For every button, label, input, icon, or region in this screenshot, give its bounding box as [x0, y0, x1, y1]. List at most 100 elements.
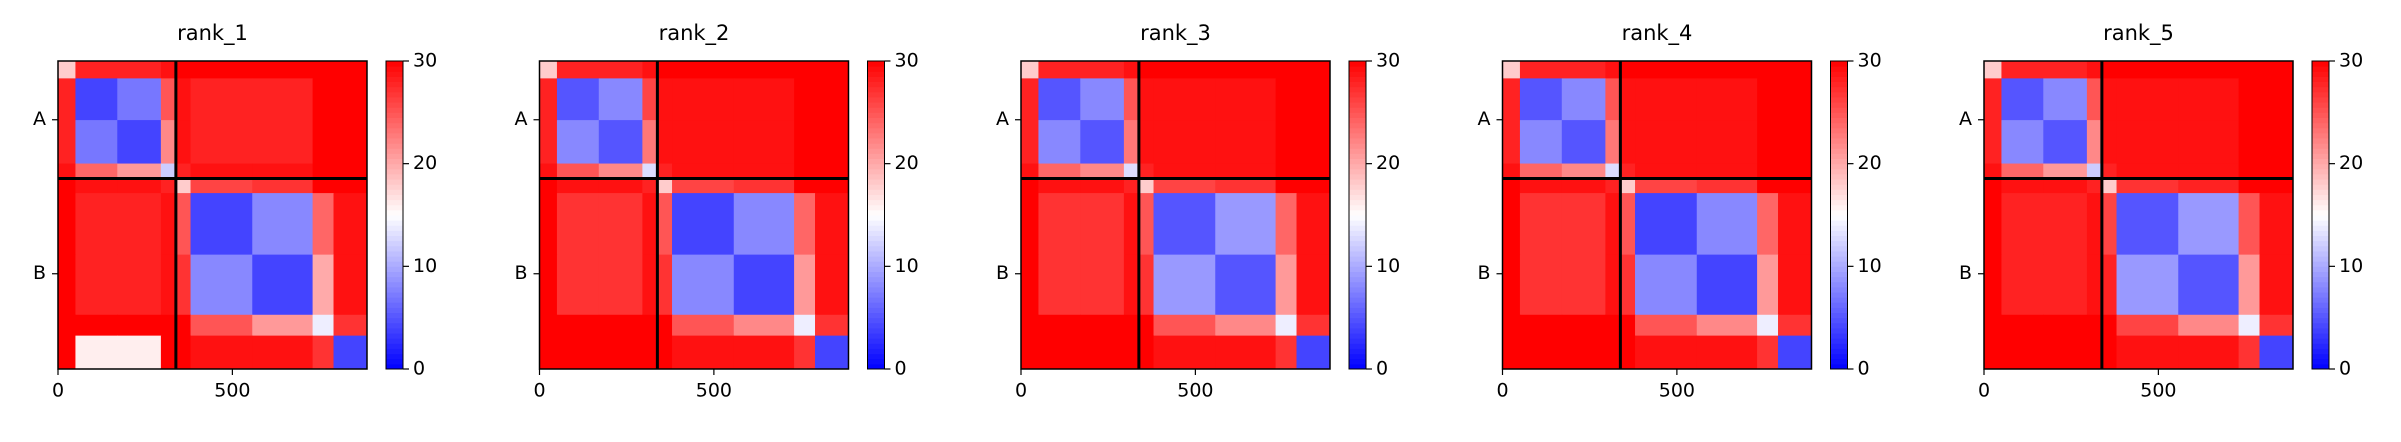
colorbar-step: [1349, 307, 1366, 314]
heatmap-cell: [642, 178, 658, 194]
colorbar-step: [2312, 102, 2329, 108]
colorbar-tick-label: 10: [1858, 255, 1882, 277]
heatmap-cell: [1561, 78, 1606, 121]
heatmap-cell: [1275, 178, 1298, 194]
colorbar-step: [1830, 338, 1848, 344]
heatmap-cell: [539, 163, 558, 179]
x-tick-label: 0: [1496, 380, 1508, 402]
x-tick-label: 0: [1978, 380, 1990, 402]
heatmap-cell: [1519, 335, 1563, 370]
colorbar-step: [1349, 292, 1366, 298]
heatmap-cell: [794, 178, 816, 194]
heatmap-cell: [1635, 120, 1698, 165]
heatmap-cell: [1138, 254, 1155, 316]
colorbar-step: [1830, 240, 1848, 247]
heatmap-cell: [2101, 254, 2118, 316]
heatmap-cell: [1153, 178, 1216, 194]
heatmap-cell: [1038, 193, 1081, 256]
colorbar-step: [867, 312, 885, 319]
colorbar-step: [386, 138, 403, 144]
colorbar-step: [1830, 322, 1848, 329]
heatmap-cell: [1021, 193, 1039, 256]
colorbar-step: [2312, 168, 2329, 175]
colorbar-step: [2312, 250, 2329, 257]
heatmap-cell: [1275, 61, 1298, 79]
heatmap-cell: [58, 61, 76, 79]
heatmap-cell: [1984, 178, 2002, 194]
colorbar-step: [1349, 322, 1366, 329]
heatmap-cell: [160, 120, 177, 165]
heatmap-cell: [75, 193, 118, 256]
colorbar-step: [2312, 199, 2329, 206]
colorbar-step: [386, 209, 403, 216]
colorbar-step: [2312, 276, 2329, 283]
colorbar-step: [867, 158, 885, 165]
heatmap-cell: [556, 335, 600, 370]
colorbar-step: [2312, 143, 2329, 149]
colorbar-step: [1830, 353, 1848, 360]
heatmap-cell: [333, 254, 368, 316]
colorbar-step: [2312, 271, 2329, 278]
x-tick-label: 500: [2140, 380, 2176, 402]
heatmap-cell: [75, 120, 118, 165]
heatmap-cell: [1605, 78, 1621, 121]
heatmap-cell: [1519, 193, 1563, 256]
heatmap-cell: [160, 254, 177, 316]
heatmap-cell: [598, 61, 643, 79]
heatmap-cell: [117, 193, 162, 256]
heatmap-cell: [2238, 254, 2261, 316]
colorbar-step: [2312, 225, 2329, 231]
heatmap-cell: [556, 314, 600, 337]
heatmap-cell: [1561, 314, 1606, 337]
heatmap-cell: [1778, 120, 1812, 165]
heatmap-cell: [2101, 193, 2118, 256]
colorbar-step: [2312, 230, 2329, 237]
colorbar-step: [1349, 168, 1366, 175]
colorbar-step: [386, 148, 403, 154]
colorbar-step: [1830, 348, 1848, 355]
heatmap-cell: [1696, 178, 1758, 194]
heatmap-cell: [815, 335, 849, 370]
heatmap-cell: [2101, 314, 2118, 337]
heatmap-cell: [2238, 178, 2261, 194]
colorbar-step: [386, 353, 403, 360]
heatmap-cell: [1038, 254, 1081, 316]
colorbar-step: [2312, 245, 2329, 252]
colorbar-step: [867, 163, 885, 170]
heatmap-cell: [672, 78, 735, 121]
heatmap-cell: [2116, 314, 2179, 337]
heatmap-cell: [1021, 178, 1039, 194]
colorbar-step: [1830, 276, 1848, 283]
panel-title: rank_1: [177, 21, 248, 46]
colorbar-step: [2312, 96, 2329, 103]
colorbar-step: [867, 271, 885, 278]
colorbar-step: [2312, 261, 2329, 267]
heatmap-cell: [598, 78, 643, 121]
heatmap-cell: [252, 335, 314, 370]
colorbar-step: [386, 317, 403, 324]
colorbar-step: [867, 307, 885, 314]
heatmap-cell: [252, 178, 314, 194]
heatmap-cell: [556, 78, 600, 121]
heatmap-cell: [2178, 314, 2240, 337]
colorbar-step: [1349, 327, 1366, 334]
colorbar-step: [1349, 220, 1366, 226]
colorbar-step: [1830, 312, 1848, 319]
heatmap-cell: [2238, 335, 2261, 370]
colorbar-step: [867, 286, 885, 293]
colorbar-step: [867, 261, 885, 267]
colorbar-step: [2312, 286, 2329, 293]
heatmap-cell: [1757, 193, 1779, 256]
heatmap-cell: [657, 254, 673, 316]
colorbar-step: [867, 112, 885, 118]
heatmap-cell: [598, 120, 643, 165]
heatmap-cell: [1138, 120, 1155, 165]
plot-frame: [1983, 60, 2294, 370]
heatmap-cell: [1635, 78, 1698, 121]
heatmap-cell: [333, 163, 368, 179]
heatmap-cell: [539, 178, 558, 194]
colorbar-step: [386, 240, 403, 247]
heatmap-cell: [2259, 314, 2294, 337]
colorbar-tick-label: 30: [1858, 50, 1882, 72]
colorbar-step: [867, 81, 885, 88]
